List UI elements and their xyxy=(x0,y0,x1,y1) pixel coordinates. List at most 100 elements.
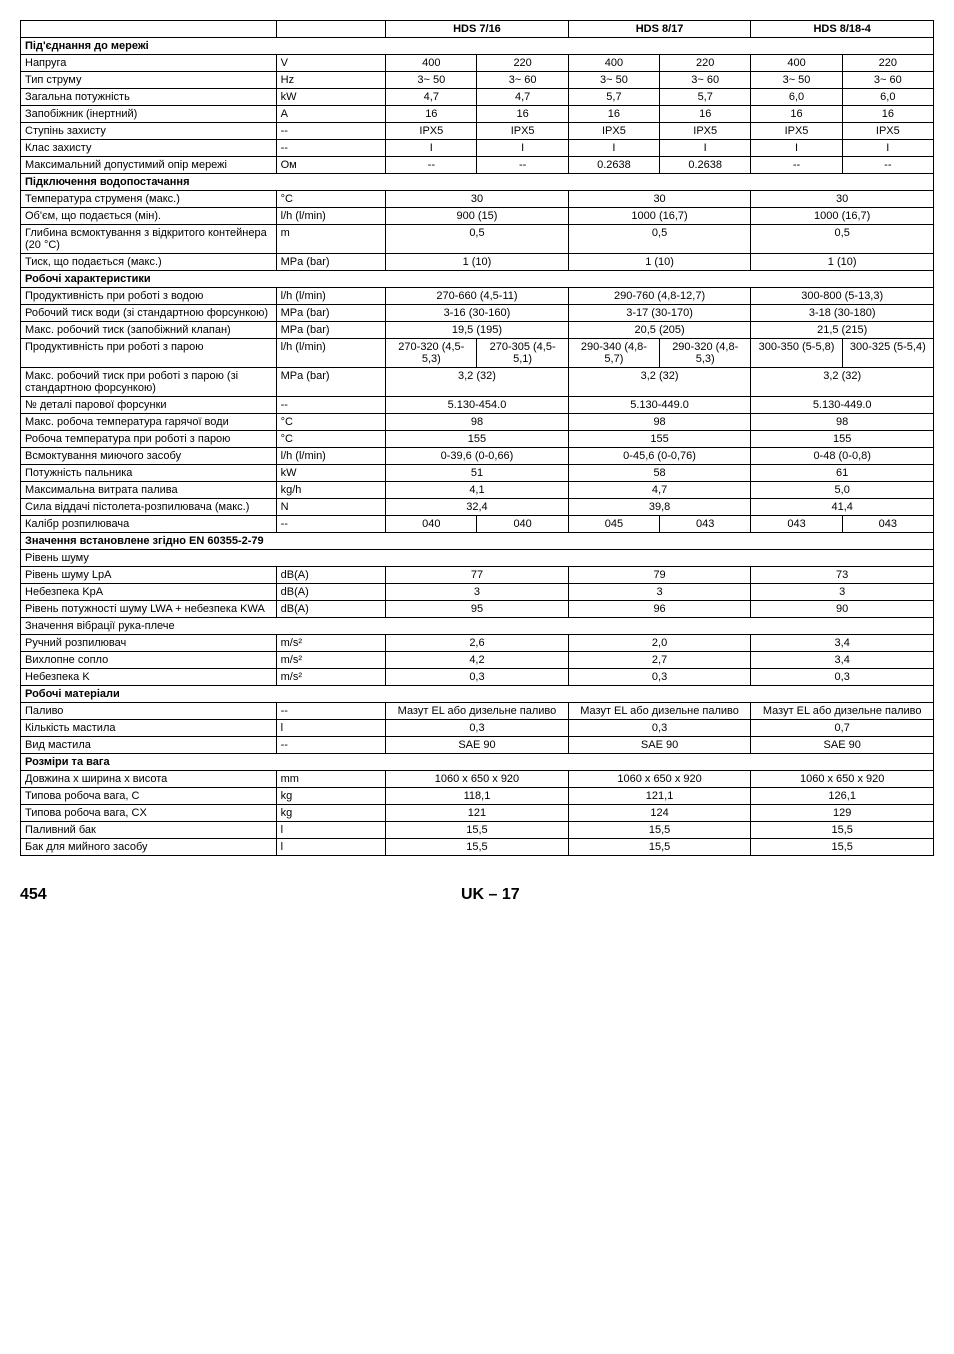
val: 4,7 xyxy=(477,89,568,106)
row-weight-cx: Типова робоча вага, CX kg 121 124 129 xyxy=(21,805,934,822)
val: 040 xyxy=(477,516,568,533)
val: 3 xyxy=(751,584,934,601)
val: 4,2 xyxy=(386,652,569,669)
row-steam-performance: Продуктивність при роботі з парою l/h (l… xyxy=(21,339,934,368)
row-nozzle-size: Калібр розпилювача -- 040 040 045 043 04… xyxy=(21,516,934,533)
row-vibration-lance: Вихлопне сопло m/s² 4,2 2,7 3,4 xyxy=(21,652,934,669)
val: 3~ 60 xyxy=(842,72,933,89)
val: 73 xyxy=(751,567,934,584)
val: 300-350 (5-5,8) xyxy=(751,339,842,368)
val: Мазут EL або дизельне паливо xyxy=(386,703,569,720)
val: 155 xyxy=(386,431,569,448)
unit: l/h (l/min) xyxy=(276,208,386,225)
val: 30 xyxy=(386,191,569,208)
val: IPX5 xyxy=(477,123,568,140)
row-oil-qty: Кількість мастила l 0,3 0,3 0,7 xyxy=(21,720,934,737)
unit: l/h (l/min) xyxy=(276,288,386,305)
row-vibration-gun: Ручний розпилювач m/s² 2,6 2,0 3,4 xyxy=(21,635,934,652)
label: Температура струменя (макс.) xyxy=(21,191,277,208)
val: -- xyxy=(842,157,933,174)
section-noise: Рівень шуму xyxy=(21,550,934,567)
val: 16 xyxy=(386,106,477,123)
val: SAE 90 xyxy=(568,737,751,754)
label: Робоча температура при роботі з парою xyxy=(21,431,277,448)
val: 51 xyxy=(386,465,569,482)
unit: °C xyxy=(276,191,386,208)
val: 15,5 xyxy=(751,822,934,839)
val: 30 xyxy=(751,191,934,208)
val: SAE 90 xyxy=(751,737,934,754)
row-fuel: Паливо -- Мазут EL або дизельне паливо М… xyxy=(21,703,934,720)
val: 400 xyxy=(386,55,477,72)
unit: kW xyxy=(276,89,386,106)
val: 15,5 xyxy=(386,822,569,839)
row-steam-pressure: Макс. робочий тиск при роботі з парою (з… xyxy=(21,368,934,397)
unit: -- xyxy=(276,516,386,533)
unit: dB(A) xyxy=(276,601,386,618)
unit: m/s² xyxy=(276,652,386,669)
label: Типова робоча вага, CX xyxy=(21,805,277,822)
val: 3,4 xyxy=(751,652,934,669)
val: 0,3 xyxy=(568,720,751,737)
val: Мазут EL або дизельне паливо xyxy=(751,703,934,720)
label: № деталі парової форсунки xyxy=(21,397,277,414)
val: IPX5 xyxy=(751,123,842,140)
val: I xyxy=(842,140,933,157)
val: 5,0 xyxy=(751,482,934,499)
val: 126,1 xyxy=(751,788,934,805)
val: 30 xyxy=(568,191,751,208)
unit: dB(A) xyxy=(276,567,386,584)
label: Рівень шуму LpA xyxy=(21,567,277,584)
val: 290-340 (4,8-5,7) xyxy=(568,339,659,368)
val: 900 (15) xyxy=(386,208,569,225)
val: 15,5 xyxy=(568,839,751,856)
label: Максимальний допустимий опір мережі xyxy=(21,157,277,174)
val: 270-305 (4,5-5,1) xyxy=(477,339,568,368)
section-performance: Робочі характеристики xyxy=(21,271,934,288)
row-vibration-k: Небезпека K m/s² 0,3 0,3 0,3 xyxy=(21,669,934,686)
unit: °C xyxy=(276,414,386,431)
unit: -- xyxy=(276,140,386,157)
label: Запобіжник (інертний) xyxy=(21,106,277,123)
label: Глибина всмоктування з відкритого контей… xyxy=(21,225,277,254)
label: Тиск, що подається (макс.) xyxy=(21,254,277,271)
label: Потужність пальника xyxy=(21,465,277,482)
header-hds8184: HDS 8/18-4 xyxy=(751,21,934,38)
val: 300-325 (5-5,4) xyxy=(842,339,933,368)
val: 0,3 xyxy=(568,669,751,686)
val: 220 xyxy=(477,55,568,72)
val: 0.2638 xyxy=(660,157,751,174)
unit: kg xyxy=(276,788,386,805)
val: 16 xyxy=(751,106,842,123)
section-materials: Робочі матеріали xyxy=(21,686,934,703)
val: 3~ 50 xyxy=(568,72,659,89)
label: Калібр розпилювача xyxy=(21,516,277,533)
val: 15,5 xyxy=(386,839,569,856)
unit: Hz xyxy=(276,72,386,89)
val: 0-39,6 (0-0,66) xyxy=(386,448,569,465)
val: 3,4 xyxy=(751,635,934,652)
unit: A xyxy=(276,106,386,123)
val: 3 xyxy=(386,584,569,601)
val: 3-17 (30-170) xyxy=(568,305,751,322)
val: I xyxy=(660,140,751,157)
val: 118,1 xyxy=(386,788,569,805)
label: Небезпека KpA xyxy=(21,584,277,601)
val: 6,0 xyxy=(751,89,842,106)
val: 21,5 (215) xyxy=(751,322,934,339)
unit: -- xyxy=(276,703,386,720)
val: SAE 90 xyxy=(386,737,569,754)
unit: -- xyxy=(276,123,386,140)
val: 1 (10) xyxy=(751,254,934,271)
unit: l/h (l/min) xyxy=(276,339,386,368)
val: 300-800 (5-13,3) xyxy=(751,288,934,305)
row-weight-c: Типова робоча вага, C kg 118,1 121,1 126… xyxy=(21,788,934,805)
label: Продуктивність при роботі з парою xyxy=(21,339,277,368)
row-voltage: Напруга V 400 220 400 220 400 220 xyxy=(21,55,934,72)
label: Об'єм, що подається (мін). xyxy=(21,208,277,225)
val: 0,3 xyxy=(751,669,934,686)
row-suction-depth: Глибина всмоктування з відкритого контей… xyxy=(21,225,934,254)
label: Типова робоча вага, C xyxy=(21,788,277,805)
row-flow-min: Об'єм, що подається (мін). l/h (l/min) 9… xyxy=(21,208,934,225)
unit: m/s² xyxy=(276,669,386,686)
